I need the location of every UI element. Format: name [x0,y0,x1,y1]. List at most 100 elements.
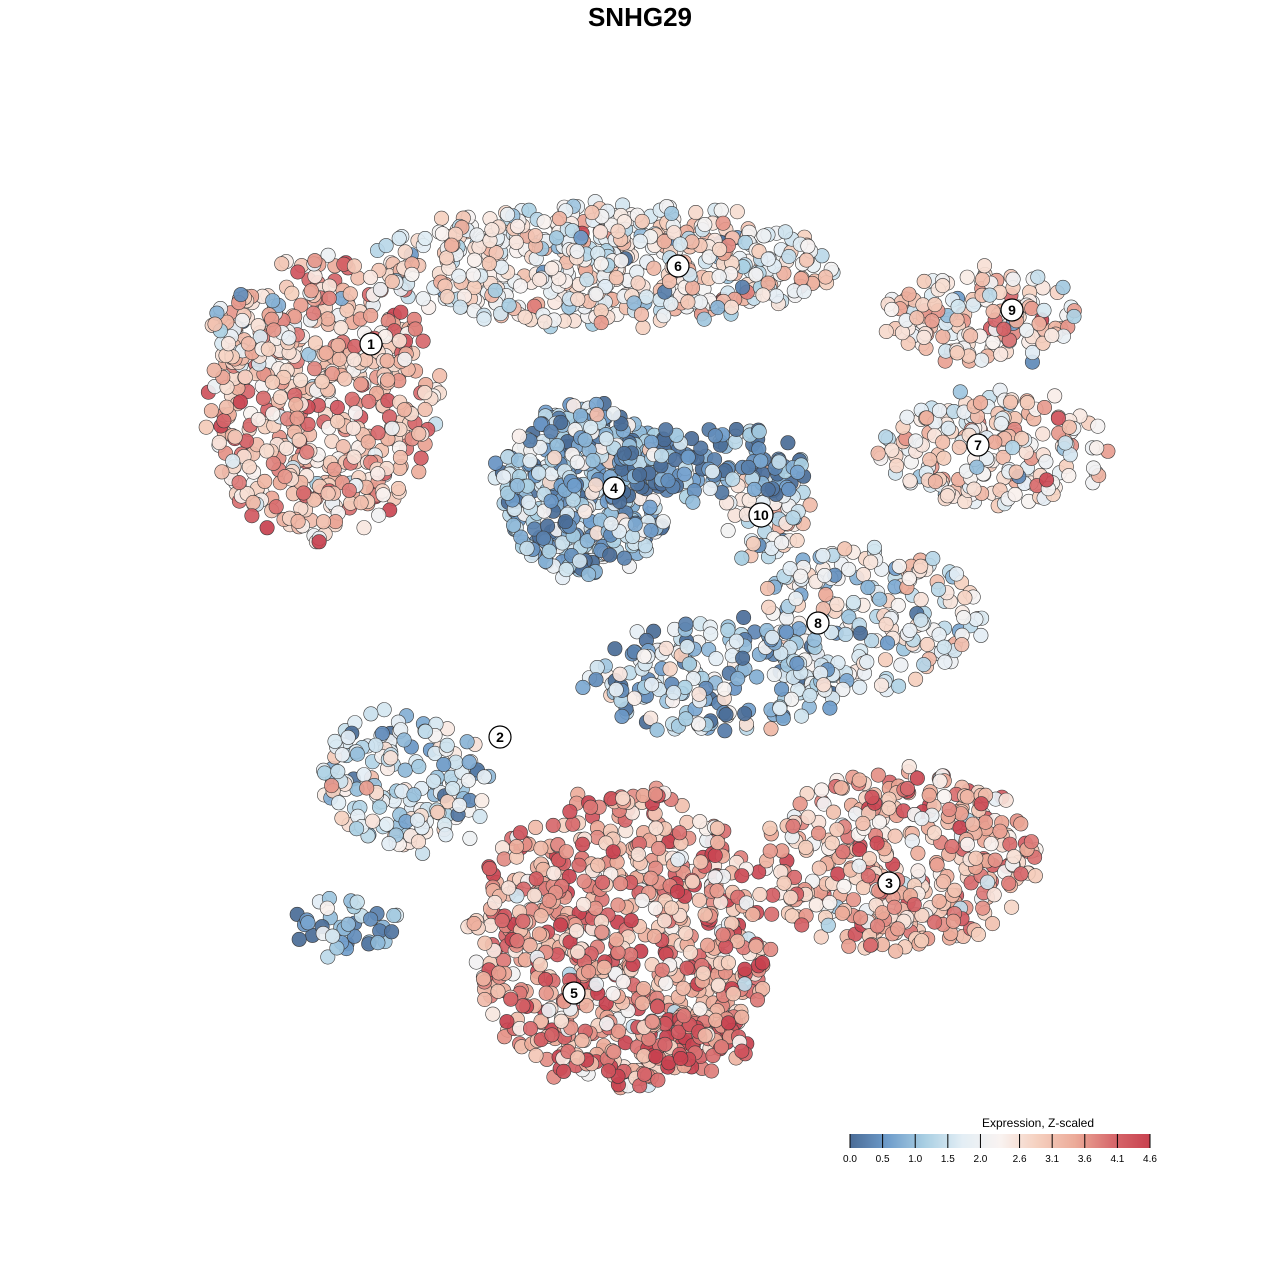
cell-point-cluster-5 [643,870,659,886]
cell-point-cluster-4 [543,493,559,509]
cell-point-cluster-1 [411,464,427,480]
cell-point-cluster-9 [949,312,965,328]
cell-point-cluster-4 [760,482,776,498]
cell-point-cluster-6 [362,269,378,285]
cell-point-cluster-1 [375,487,391,503]
cell-point-cluster-5 [574,836,590,852]
cell-point-cluster-3 [798,839,814,855]
cell-point-cluster-8 [859,654,875,670]
cell-point-cluster-6 [760,251,776,267]
cell-point-cluster-1 [372,281,388,297]
cell-point-cluster-10 [720,523,736,539]
cell-point-cluster-8 [954,637,970,653]
cell-point-cluster-6 [569,243,585,259]
cell-point-cluster-1 [290,513,306,529]
cell-point-cluster-2 [445,781,461,797]
cell-point-cluster-5 [512,825,528,841]
cell-point-cluster-1 [206,362,222,378]
cell-point-cluster-4 [616,445,632,461]
cell-point-cluster-8 [766,666,782,682]
cell-point-cluster-7 [1047,388,1063,404]
cell-point-cluster-6 [579,272,595,288]
cell-point-cluster-1 [417,401,433,417]
cell-point-cluster-2 [426,773,442,789]
cell-point-cluster-9 [878,323,894,339]
cell-point-cluster-2 [359,780,375,796]
cell-point-cluster-3 [998,792,1014,808]
cluster-label-9: 9 [1008,302,1016,318]
cell-point-cluster-4 [676,466,692,482]
cell-point-cluster-1 [318,345,334,361]
cell-point-cluster-3 [855,815,871,831]
cell-point-cluster-8 [913,612,929,628]
colorbar [850,1134,1150,1148]
cell-point-cluster-1 [360,434,376,450]
cell-point-cluster-5 [528,1048,544,1064]
cell-point-cluster-8 [956,610,972,626]
cell-point-cluster-1 [284,285,300,301]
cell-point-cluster-2 [472,808,488,824]
cell-point-cluster-8 [822,700,838,716]
cell-point-cluster-1 [306,492,322,508]
cell-point-cluster-3 [792,796,808,812]
cell-point-cluster-1 [330,337,346,353]
cell-point-cluster-3 [853,910,869,926]
cell-point-cluster-1 [321,290,337,306]
cell-point-cluster-6 [777,224,793,240]
cell-point-cluster-3 [1013,816,1029,832]
cell-point-cluster-1 [289,410,305,426]
cell-point-cluster-3 [833,780,849,796]
cell-point-cluster-6 [632,233,648,249]
cell-point-cluster-5 [565,816,581,832]
cell-point-cluster-3 [909,770,925,786]
cell-point-cluster-2 [474,793,490,809]
cell-point-cluster-3 [929,857,945,873]
cell-point-cluster-4 [602,547,618,563]
cell-point-cluster-1 [299,444,315,460]
cell-point-cluster-1 [320,311,336,327]
cell-point-cluster-1 [417,385,433,401]
cell-point-cluster-6 [688,205,704,221]
cell-point-cluster-9 [1066,308,1082,324]
cell-point-cluster-1 [216,413,232,429]
cell-point-cluster-5 [672,825,688,841]
cell-point-cluster-6 [664,206,680,222]
cell-point-cluster-6 [634,213,650,229]
cell-point-cluster-1 [281,330,297,346]
cell-point-cluster-4 [511,428,527,444]
cell-point-cluster-1 [311,534,327,550]
cell-point-cluster-3 [1001,875,1017,891]
cell-point-cluster-2 [451,797,467,813]
cell-point-cluster-7 [940,420,956,436]
cell-point-cluster-8 [575,679,591,695]
cell-point-cluster-1 [397,351,413,367]
cell-point-cluster-5 [693,854,709,870]
cell-point-cluster-3 [970,926,986,942]
cell-point-cluster-8 [913,592,929,608]
cell-point-cluster-4 [781,481,797,497]
cell-point-cluster-4 [577,504,593,520]
cell-point-cluster-1 [415,333,431,349]
cell-point-cluster-4 [496,469,512,485]
cell-point-cluster-8 [778,624,794,640]
colorbar-legend: 0.0 0.5 1.0 1.5 2.0 2.6 3.1 3.6 4.1 4.6 [843,1134,1157,1165]
cell-point-cluster-5 [695,965,711,981]
cell-point-cluster-6 [517,309,533,325]
cell-point-cluster-7 [899,409,915,425]
cell-point-cluster-2 [383,750,399,766]
cell-point-cluster-9 [1036,302,1052,318]
cell-point-cluster-7 [1061,468,1077,484]
cell-point-cluster-3 [906,897,922,913]
cell-point-cluster-6 [378,238,394,254]
cell-point-cluster-6 [696,311,712,327]
cell-point-cluster-3 [959,836,975,852]
cell-point-cluster-1 [296,485,312,501]
cell-point-cluster-6 [466,252,482,268]
cell-point-cluster-2 [356,767,372,783]
cell-point-cluster-1 [390,480,406,496]
cell-point-cluster-6 [593,315,609,331]
cell-point-cluster-5 [663,900,679,916]
cell-point-cluster-9 [959,269,975,285]
cell-point-cluster-5 [531,926,547,942]
cell-point-cluster-5 [574,1033,590,1049]
